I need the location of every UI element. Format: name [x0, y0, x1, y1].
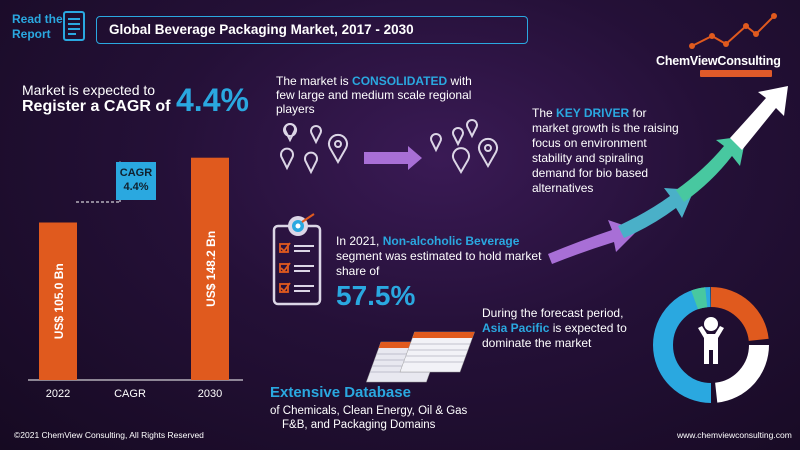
page-title: Global Beverage Packaging Market, 2017 -…	[96, 16, 528, 44]
segment-share-value: 57.5%	[336, 280, 416, 311]
location-pins-icon	[280, 119, 498, 175]
driver-rest: for market growth is the raising focus o…	[532, 106, 679, 195]
cagr-annotation-value: 4.4%	[123, 181, 149, 193]
logo-tagline	[700, 70, 772, 77]
consolidated-highlight: CONSOLIDATED	[352, 74, 448, 88]
checklist-clipboard-icon	[272, 213, 322, 306]
segment-highlight: Non-alcoholic Beverage	[382, 234, 520, 248]
bar-value-label: US$ 148.2 Bn	[204, 231, 218, 307]
consolidated-rest: with few large and medium scale regional…	[276, 74, 472, 116]
asia-rest: is expected to dominate the market	[482, 321, 627, 350]
cagr-value: 4.4%	[176, 82, 249, 118]
market-size-bar-chart: US$ 105.0 Bn 2022 CAGR US$ 148.2 Bn 2030	[28, 157, 243, 400]
key-driver-text: The KEY DRIVER for market growth is the …	[532, 106, 682, 196]
arrow-right-icon	[364, 146, 422, 170]
category-label: 2030	[198, 388, 222, 400]
bar-2030	[191, 157, 229, 380]
database-sheets-icon	[366, 331, 475, 383]
cagr-annotation-label: CAGR	[119, 167, 153, 179]
category-label: 2022	[46, 388, 70, 400]
website-link[interactable]: www.chemviewconsulting.com	[677, 430, 792, 440]
category-label: CAGR	[114, 388, 146, 400]
bar-value-label: US$ 105.0 Bn	[52, 263, 66, 339]
asia-pacific-text: During the forecast period, Asia Pacific…	[482, 306, 652, 351]
driver-prefix: The	[532, 106, 553, 120]
segment-rest: segment was estimated to hold market sha…	[336, 249, 542, 278]
asia-highlight: Asia Pacific	[482, 321, 550, 335]
database-line1: of Chemicals, Clean Energy, Oil & Gas	[270, 405, 468, 417]
cagr-annotation: CAGR 4.4%	[116, 162, 156, 200]
driver-highlight: KEY DRIVER	[556, 106, 630, 120]
consolidated-text: The market is CONSOLIDATED with few larg…	[276, 74, 486, 116]
bar-2022	[39, 222, 77, 380]
consolidated-prefix: The market is	[276, 74, 349, 88]
document-icon[interactable]	[62, 10, 88, 44]
read-report-link[interactable]: Read the Report	[12, 12, 63, 41]
copyright-text: ©2021 ChemView Consulting, All Rights Re…	[14, 430, 204, 440]
logo-name: ChemViewConsulting	[656, 54, 781, 68]
asia-prefix: During the forecast period,	[482, 306, 624, 320]
growth-arrows-icon	[548, 86, 788, 264]
database-line2: F&B, and Packaging Domains	[282, 419, 436, 431]
database-title: Extensive Database	[270, 384, 411, 401]
region-donut-icon	[653, 287, 769, 403]
logo-graph-icon	[689, 13, 777, 49]
segment-text: In 2021, Non-alcoholic Beverage segment …	[336, 234, 556, 279]
person-icon	[698, 317, 724, 364]
cagr-intro-line1: Market is expected to	[22, 82, 156, 98]
cagr-intro-line2: Register a CAGR of	[22, 98, 171, 115]
segment-prefix: In 2021,	[336, 234, 380, 248]
